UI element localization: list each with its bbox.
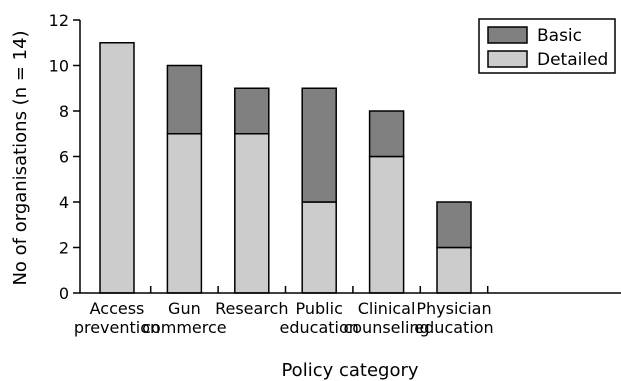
legend-label-detailed: Detailed xyxy=(537,50,608,70)
x-axis-title: Policy category xyxy=(281,360,418,381)
y-tick-label: 4 xyxy=(59,193,69,212)
category-label: education xyxy=(414,318,493,337)
category-label: commerce xyxy=(142,318,226,337)
y-axis-title: No of organisations (n = 14) xyxy=(10,30,31,285)
y-tick-label: 6 xyxy=(59,148,69,167)
legend-swatch-basic xyxy=(488,27,527,43)
y-tick-label: 10 xyxy=(49,57,69,76)
legend-swatch-detailed xyxy=(488,51,527,67)
legend: Basic Detailed xyxy=(479,19,615,73)
category-label: Physician xyxy=(416,299,491,318)
category-label: Public xyxy=(296,299,343,318)
bars-layer xyxy=(100,43,471,293)
y-tick-label: 0 xyxy=(59,284,69,303)
bar-detailed xyxy=(235,134,269,293)
bar-detailed xyxy=(167,134,201,293)
y-tick-label: 2 xyxy=(59,239,69,258)
category-label: Gun xyxy=(168,299,201,318)
bar-basic xyxy=(235,88,269,134)
bar-detailed xyxy=(370,157,404,294)
y-tick-label: 8 xyxy=(59,102,69,121)
legend-label-basic: Basic xyxy=(537,26,582,46)
bar-detailed xyxy=(100,43,134,293)
bar-detailed xyxy=(302,202,336,293)
bar-basic xyxy=(302,88,336,202)
y-tick-label: 12 xyxy=(49,11,69,30)
category-label: Clinical xyxy=(358,299,416,318)
category-label: Access xyxy=(90,299,145,318)
category-label: Research xyxy=(215,299,288,318)
y-axis-ticks: 0 2 4 6 8 10 12 xyxy=(49,11,80,303)
bar-detailed xyxy=(437,248,471,294)
bar-basic xyxy=(370,111,404,157)
bar-basic xyxy=(167,66,201,134)
bar-basic xyxy=(437,202,471,248)
